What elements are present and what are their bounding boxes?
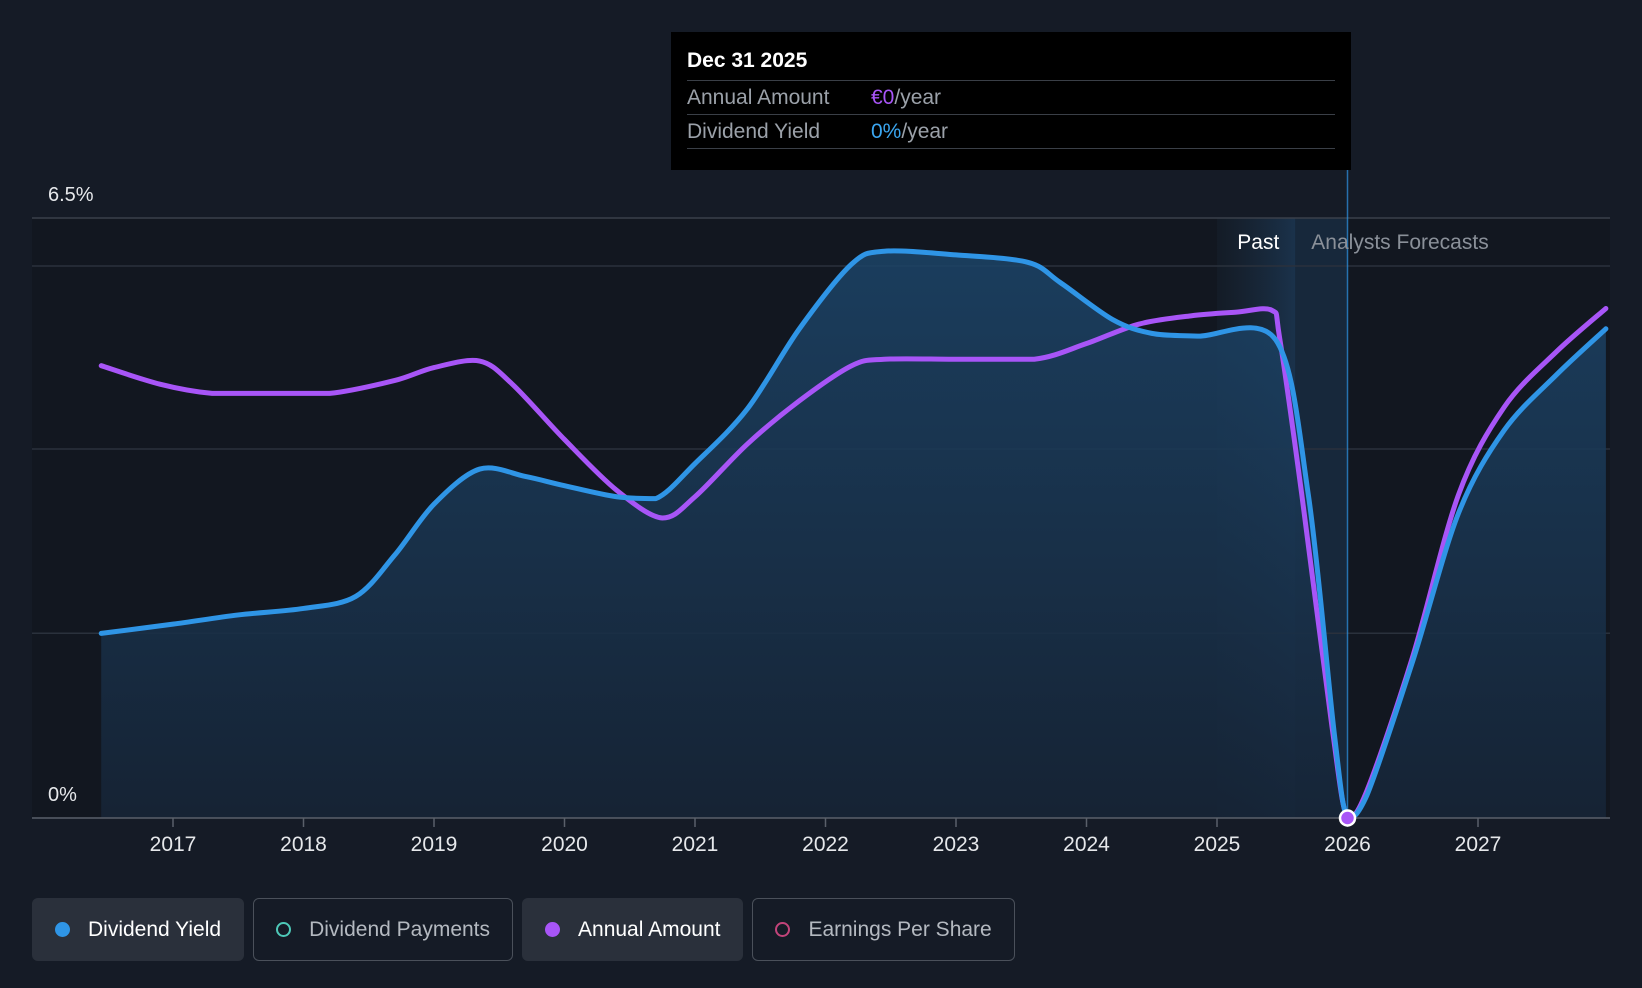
legend-annual-amount-dot-icon xyxy=(545,922,561,937)
x-tick-label: 2020 xyxy=(541,833,588,856)
legend-annual-amount-label: Annual Amount xyxy=(578,917,721,941)
y-axis-max-label: 6.5% xyxy=(48,184,94,206)
x-tick-label: 2017 xyxy=(150,833,197,856)
x-tick-label: 2023 xyxy=(933,833,980,856)
legend-dividend-yield-dot-icon xyxy=(55,922,70,937)
legend-dividend-yield-label: Dividend Yield xyxy=(88,917,222,941)
legend-dividend-payments-button[interactable]: Dividend Payments xyxy=(253,898,514,961)
past-region-label: Past xyxy=(1237,231,1279,254)
x-tick-label: 2024 xyxy=(1063,833,1110,856)
tooltip-dividend-yield-unit: /year xyxy=(901,120,949,143)
tooltip-row-dividend-yield: Dividend Yield 0%/year xyxy=(687,115,1335,149)
legend-dividend-yield-button[interactable]: Dividend Yield xyxy=(32,898,245,961)
tooltip-dividend-yield-label: Dividend Yield xyxy=(687,120,821,143)
x-tick-label: 2019 xyxy=(411,833,458,856)
legend-earnings-per-share-label: Earnings Per Share xyxy=(808,917,992,941)
tooltip-date: Dec 31 2025 xyxy=(687,46,1335,81)
x-tick-label: 2021 xyxy=(672,833,719,856)
forecast-region-label: Analysts Forecasts xyxy=(1311,231,1488,254)
chart-legend: Dividend Yield Dividend Payments Annual … xyxy=(32,898,1024,961)
legend-earnings-per-share-button[interactable]: Earnings Per Share xyxy=(752,898,1015,961)
x-tick-label: 2027 xyxy=(1455,833,1502,856)
x-tick-label: 2025 xyxy=(1194,833,1241,856)
legend-dividend-payments-label: Dividend Payments xyxy=(309,917,491,941)
dividend-yield-line xyxy=(98,248,1609,821)
legend-annual-amount-button[interactable]: Annual Amount xyxy=(522,898,744,961)
tooltip-annual-amount-value: €0 xyxy=(871,86,895,109)
x-tick-label: 2022 xyxy=(802,833,849,856)
legend-dividend-payments-dot-icon xyxy=(276,922,292,937)
x-tick-label: 2026 xyxy=(1324,833,1371,856)
tooltip-annual-amount-unit: /year xyxy=(894,86,942,109)
chart-tooltip: Dec 31 2025 Annual Amount €0/year Divide… xyxy=(671,32,1351,170)
highlighted-data-point[interactable] xyxy=(1338,809,1357,827)
x-tick-label: 2018 xyxy=(280,833,327,856)
y-axis-min-label: 0% xyxy=(48,784,77,806)
legend-earnings-per-share-dot-icon xyxy=(775,922,791,937)
tooltip-annual-amount-label: Annual Amount xyxy=(687,86,830,109)
x-axis: 2017 2018 2019 2020 2021 2022 2023 2024 2025 2026… xyxy=(150,818,1502,856)
tooltip-row-annual-amount: Annual Amount €0/year xyxy=(687,81,1335,115)
tooltip-dividend-yield-value: 0% xyxy=(871,120,902,143)
dividend-yield-area xyxy=(101,250,1606,818)
